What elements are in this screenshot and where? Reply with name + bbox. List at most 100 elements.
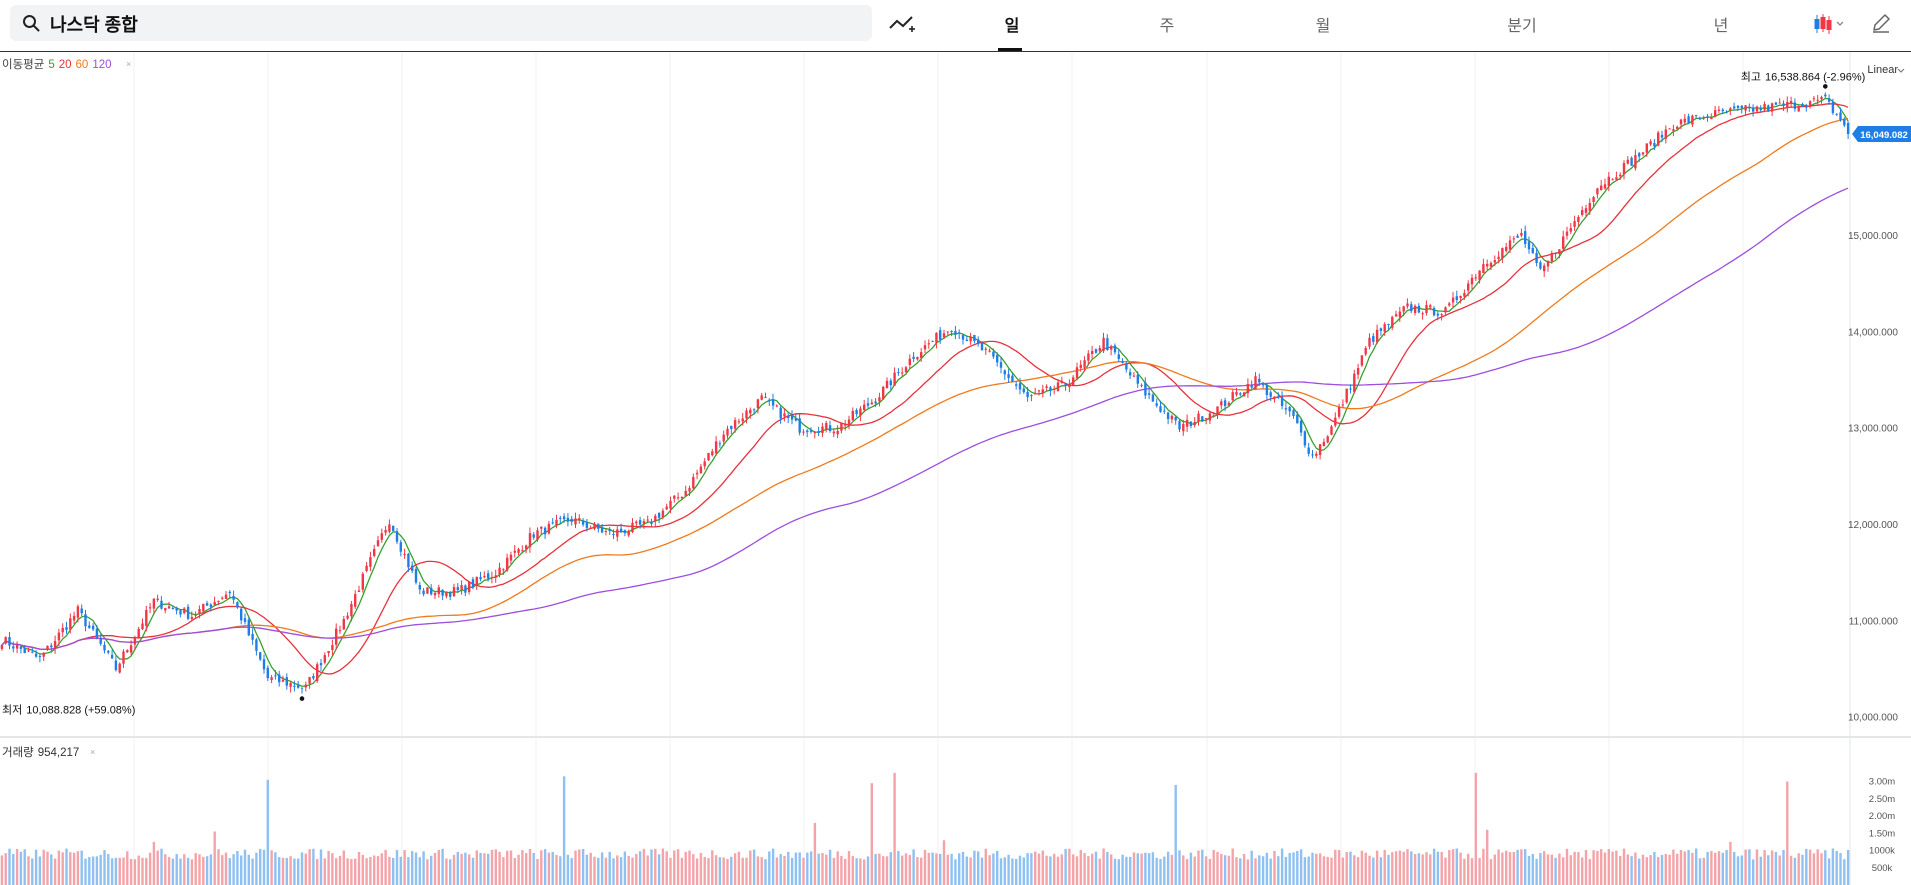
period-tab-year[interactable]: 년 [1713,18,1729,35]
volume-bar [1094,851,1098,885]
candle [1554,252,1557,259]
volume-bar [126,851,129,885]
volume-bar [190,859,194,885]
volume-bar [832,857,836,885]
candle [1778,98,1781,104]
volume-bar [1843,859,1846,885]
candle [342,616,345,630]
volume-bar [1125,856,1128,885]
volume-bar [251,858,254,885]
volume-bar [1113,858,1117,885]
candle [1083,356,1086,371]
candle [1379,327,1383,336]
volume-bar [578,849,581,885]
volume-bar [984,848,987,885]
volume-bar [198,854,201,885]
volume-bar [1307,856,1310,885]
close-icon[interactable]: × [90,747,95,757]
candle [1345,388,1348,404]
candle [638,516,642,529]
candle [1839,107,1842,122]
volume-bar [1311,852,1314,885]
volume-chart[interactable]: 500k 1000k 1.50m 2.00m 2.50m 3.00m 거래량 954,217… [0,738,1911,885]
volume-bar [1653,852,1656,885]
volume-bar [1129,856,1132,885]
candle [1600,180,1603,191]
candle [1113,343,1117,355]
candle [1417,303,1421,314]
volume-bar [1204,856,1208,885]
search-input[interactable] [48,9,852,39]
volume-bar [1197,850,1200,885]
candle [1394,310,1398,317]
volume-bar [1345,852,1348,885]
period-tab-month[interactable]: 월 [1315,18,1331,35]
scale-mode-label[interactable]: Linear [1867,64,1898,76]
volume-bar [1554,857,1557,885]
volume-bar [866,856,870,885]
candle [141,618,144,631]
period-tab-day[interactable]: 일 [1004,18,1020,35]
volume-bar [213,831,216,885]
volume-bar [958,853,961,885]
candle [946,331,949,336]
volume-bar [228,858,231,885]
volume-bar [274,852,277,885]
volume-bar [908,854,911,885]
candle [764,392,767,399]
volume-bar [1011,858,1014,885]
candle [278,670,281,687]
volume-bar [1474,772,1477,885]
candle [384,526,387,536]
candle [1106,334,1109,351]
volume-bar [418,857,421,885]
candle [1846,121,1850,139]
volume-bar [661,848,665,885]
volume-bar [1664,854,1667,885]
volume-bar [247,854,250,885]
volume-bar [148,852,152,885]
period-tab-week[interactable]: 주 [1159,18,1175,35]
volume-bars [0,772,1850,885]
candle [1136,371,1139,388]
candle [1288,405,1291,417]
volume-bar [1752,859,1755,885]
volume-bar [1235,857,1238,885]
chevron-down-icon [1897,68,1905,73]
volume-bar [775,857,779,885]
volume-bar [695,858,699,885]
volume-bar [1132,852,1136,885]
close-icon[interactable]: × [126,59,131,69]
volume-bar [99,854,102,885]
period-tab-quarter[interactable]: 분기 [1507,18,1537,35]
pencil-icon[interactable] [1870,12,1892,34]
volume-bar [1470,858,1474,885]
candle [692,473,695,491]
volume-bar [1421,854,1424,885]
volume-bar [354,858,357,885]
price-chart[interactable]: 10,000.000 11,000.000 12,000.000 13,000.000… [0,52,1911,738]
candle [395,528,399,545]
volume-bar [19,851,23,885]
volume-bar [654,848,657,885]
volume-bar [1026,853,1029,885]
price-labels: 이동평균 5 20 60 120 × 최고 16,538.864 (-2.96%) 최저 10,08… [2,58,1865,717]
candle [61,623,64,638]
candle [980,341,984,351]
candlestick-icon[interactable] [1812,12,1846,36]
y-tick-label: 13,000.000 [1848,424,1898,435]
volume-bar [1759,856,1762,885]
low-marker-dot [299,696,305,701]
volume-bar [616,855,619,885]
add-indicator-icon[interactable] [888,12,916,36]
search-box[interactable] [10,5,872,41]
ma-legend-period: 60 [76,59,89,71]
volume-bar [1455,848,1458,885]
volume-bar [566,854,570,885]
volume-bar [1520,849,1523,885]
candle [619,523,623,533]
volume-bar [1246,859,1250,885]
candle [836,425,839,439]
candle [1026,387,1029,402]
candle [1261,382,1265,389]
